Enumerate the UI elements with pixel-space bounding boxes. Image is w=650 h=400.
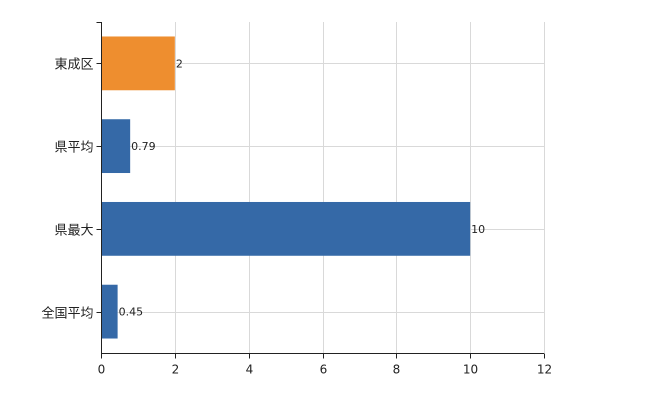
value-label-1: 0.79 xyxy=(131,140,156,153)
axes xyxy=(96,22,545,359)
bar-2 xyxy=(101,201,471,256)
x-tick-label-2: 4 xyxy=(246,363,254,377)
bars xyxy=(101,36,471,339)
x-tick-label-6: 12 xyxy=(537,363,552,377)
x-tick-label-3: 6 xyxy=(320,363,328,377)
category-label-0: 東成区 xyxy=(54,57,93,73)
bar-3 xyxy=(101,284,118,339)
value-label-2: 10 xyxy=(471,223,485,236)
value-label-0: 2 xyxy=(176,57,183,70)
x-tick-label-0: 0 xyxy=(98,363,106,377)
category-label-1: 県平均 xyxy=(54,141,93,156)
category-label-2: 県最大 xyxy=(54,224,93,239)
bar-0 xyxy=(101,36,175,91)
x-tick-label-5: 10 xyxy=(463,363,478,377)
bar-1 xyxy=(101,119,131,174)
x-tick-label-1: 2 xyxy=(172,363,180,377)
value-label-3: 0.45 xyxy=(119,306,144,319)
category-label-3: 全国平均 xyxy=(41,306,93,322)
x-tick-label-4: 8 xyxy=(393,363,401,377)
